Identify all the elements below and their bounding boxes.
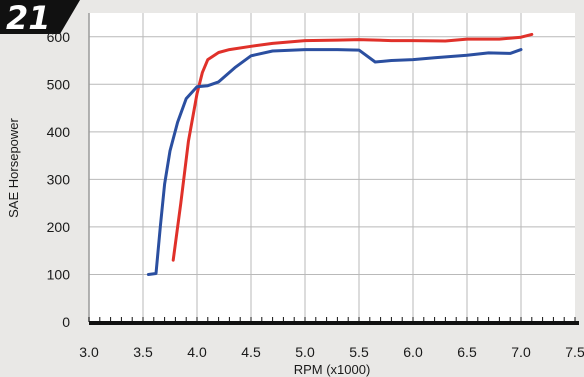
tick-labels: 3.0 3.5 4.0 4.5 5.0 5.5 6.0 6.5 7.0 7.5 0 100 200 300…: [47, 29, 584, 360]
x-tick-label: 7.5: [565, 344, 584, 360]
x-tick-label: 7.0: [511, 344, 531, 360]
y-axis-title: SAE Horsepower: [6, 117, 21, 217]
y-tick-label: 200: [47, 219, 71, 235]
x-tick-label: 4.5: [241, 344, 261, 360]
x-axis-title: RPM (x1000): [294, 362, 371, 377]
y-tick-label: 300: [47, 171, 71, 187]
x-tick-label: 3.5: [133, 344, 153, 360]
x-tick-label: 5.0: [295, 344, 315, 360]
x-tick-label: 3.0: [79, 344, 99, 360]
y-tick-label: 400: [47, 124, 71, 140]
x-tick-label: 4.0: [187, 344, 207, 360]
y-tick-label: 0: [62, 314, 70, 330]
x-tick-label: 5.5: [349, 344, 369, 360]
x-tick-label: 6.0: [403, 344, 423, 360]
series-line-1: [171, 32, 534, 262]
series-lines: [146, 32, 534, 276]
grid: [89, 13, 575, 322]
y-tick-label: 100: [47, 266, 71, 282]
chart-number-badge: 21: [0, 0, 80, 37]
y-tick-label: 600: [47, 29, 71, 45]
x-tick-label: 6.5: [457, 344, 477, 360]
chart-number-text: 21: [6, 0, 51, 37]
plot-area: [89, 13, 575, 324]
y-tick-label: 500: [47, 76, 71, 92]
axes: [88, 13, 579, 325]
series-line-2: [146, 48, 523, 276]
